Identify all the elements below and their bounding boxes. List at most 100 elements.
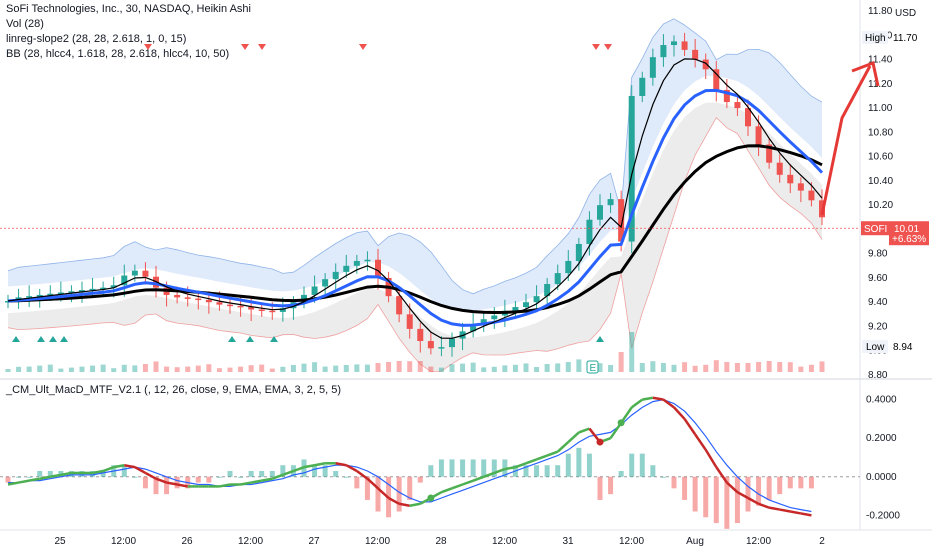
volume-bar (259, 364, 265, 372)
macd-histogram-bar (597, 476, 603, 500)
legend-vol: Vol (28) (6, 18, 44, 30)
macd-line-segment (768, 506, 780, 511)
macd-histogram-bar (481, 459, 487, 477)
macd-histogram-bar (333, 471, 339, 477)
macd-line-segment (18, 479, 30, 484)
upper-band-line (7, 18, 823, 295)
legend-bb: BB (28, hlcc4, 1.618, 28, 2.618, hlcc4, … (6, 48, 230, 60)
macd-histogram-bar (343, 476, 349, 478)
candle-body (121, 275, 128, 286)
macd-histogram-bar (238, 476, 244, 478)
volume-bar (608, 365, 614, 372)
candle-body (586, 219, 593, 244)
macd-line-segment (166, 481, 178, 486)
price-tag-bg (889, 221, 929, 246)
macd-histogram-bar (671, 476, 677, 489)
macd-line-segment (250, 479, 262, 484)
macd-line-segment (483, 471, 495, 478)
macd-histogram-bar (682, 476, 688, 500)
fast-ma-line (7, 58, 823, 339)
price-tick-label: 9.80 (868, 249, 888, 260)
macd-line-segment (7, 481, 19, 486)
candle-body (702, 59, 709, 70)
candle-body (258, 309, 265, 311)
price-tick-label: 11.40 (868, 55, 893, 66)
candle-body (639, 77, 646, 96)
volume-bar (428, 366, 434, 372)
macd-line-segment (556, 441, 570, 453)
volume-bar (90, 365, 96, 372)
volume-bar (386, 362, 392, 372)
candle-body (343, 265, 350, 272)
sell-marker (258, 44, 266, 50)
candle-body (681, 41, 688, 50)
volume-bar (417, 361, 423, 372)
volume-bar (290, 365, 296, 372)
macd-histogram-bar (47, 471, 53, 477)
macd-line-segment (387, 496, 400, 505)
candle-body (776, 162, 783, 175)
volume-bar (79, 366, 85, 372)
macd-histogram-bar (745, 476, 751, 512)
macd-histogram-bar (269, 471, 275, 477)
candle-body (628, 95, 635, 242)
symbol-tag: SOFI (864, 224, 887, 235)
macd-signal-line (8, 398, 812, 513)
macd-line-segment (155, 477, 167, 484)
buy-marker (37, 336, 45, 342)
candle-body (353, 260, 360, 266)
earnings-label: E (590, 363, 597, 374)
candle-body (100, 287, 107, 290)
candle-body (26, 296, 33, 298)
volume-bar (481, 367, 487, 372)
candle-body (248, 307, 255, 310)
volume-bar (312, 362, 318, 372)
macd-histogram-bar (565, 453, 571, 477)
macd-line-segment (28, 477, 40, 482)
moving-averages (7, 58, 824, 339)
candle-body (57, 292, 64, 295)
macd-histogram-bar (491, 459, 497, 477)
earnings-badge (586, 360, 599, 374)
macd-histogram-bar (428, 465, 434, 477)
high-tag-value: 11.70 (893, 33, 918, 44)
volume-bar (153, 361, 159, 372)
candle-body (523, 302, 529, 308)
macd-line-segment (134, 466, 147, 475)
upper-band (8, 18, 822, 311)
macd-histogram-bar (650, 465, 656, 477)
macd-tick-label: 0.4000 (866, 395, 897, 406)
candle-body (480, 319, 487, 325)
macd-histogram-bar (470, 459, 476, 477)
macd-line-segment (472, 475, 485, 482)
volume-bar (703, 364, 709, 372)
volume-bar (333, 365, 339, 372)
low-tag-value: 8.94 (893, 342, 913, 353)
candle-body (311, 286, 318, 295)
macd-histogram-bar (586, 453, 592, 477)
macd-histogram-bar (354, 476, 360, 489)
candle-body (438, 347, 445, 349)
buy-marker (60, 336, 68, 342)
macd-histogram-bar (544, 465, 550, 477)
volume-bars (5, 332, 825, 372)
macd-histogram-bar (407, 476, 413, 500)
volume-bar (227, 367, 233, 372)
price-tick-label: 11.00 (868, 103, 893, 114)
volume-bar (491, 366, 497, 372)
price-tick-label: 11.80 (868, 6, 893, 17)
volume-bar (787, 362, 793, 372)
candle-body (396, 296, 403, 315)
macd-line-segment (409, 502, 421, 507)
volume-bar (724, 362, 730, 372)
candle-body (89, 288, 96, 291)
macd-line-segment (715, 466, 728, 484)
macd-line-segment (694, 433, 707, 451)
candle-body (808, 190, 815, 201)
candle-body (470, 324, 477, 332)
volume-bar (58, 368, 64, 372)
macd-line-segment (271, 473, 284, 480)
macd-histogram-bar (798, 476, 804, 489)
macd-histogram-bar (195, 476, 201, 483)
